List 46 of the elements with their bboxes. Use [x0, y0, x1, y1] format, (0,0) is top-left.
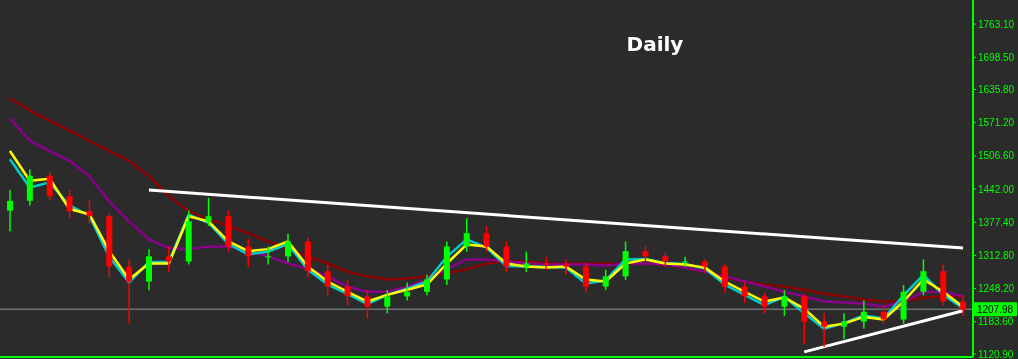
candlestick	[503, 240, 510, 273]
candlestick	[364, 289, 371, 320]
candlestick	[761, 292, 768, 315]
candlestick	[324, 263, 331, 297]
y-tick-label: 1763.10	[978, 18, 1015, 30]
candlestick	[7, 189, 13, 232]
candlestick	[126, 258, 133, 325]
candlestick	[960, 294, 967, 317]
candlestick	[344, 279, 351, 307]
candlestick	[483, 225, 490, 253]
candlestick	[165, 245, 172, 273]
y-tick-label: 1506.60	[978, 150, 1015, 162]
candlestick	[920, 258, 927, 297]
y-tick-label: 1312.80	[978, 249, 1015, 261]
candlestick	[721, 263, 728, 294]
candlestick	[424, 274, 430, 297]
candlestick	[265, 245, 272, 266]
candlestick	[205, 197, 212, 227]
text: Daily	[625, 32, 685, 56]
y-tick-label: 1698.50	[978, 51, 1015, 63]
candlestick	[860, 299, 867, 330]
y-tick-label: 1442.00	[978, 183, 1015, 195]
candlestick	[841, 312, 847, 340]
candlestick	[46, 171, 53, 202]
candlestick	[602, 268, 609, 291]
candlestick	[66, 189, 73, 220]
y-tick-label: 1120.90	[978, 348, 1014, 359]
ref-line-label: 1207.98	[976, 304, 1014, 316]
candlestick	[384, 289, 391, 315]
y-tick-label: 1377.40	[978, 216, 1015, 228]
candlestick	[463, 217, 470, 253]
candlestick	[245, 238, 252, 268]
candlestick	[582, 262, 589, 294]
candlestick	[563, 258, 569, 276]
candlestick	[682, 256, 689, 268]
candlestick	[543, 256, 550, 271]
candlestick	[741, 281, 748, 304]
candlestick	[86, 199, 93, 225]
candlestick	[523, 250, 530, 273]
y-tick-label: 1183.60	[978, 316, 1014, 328]
y-tick-label: 1248.20	[978, 283, 1015, 295]
candlestick	[285, 232, 291, 263]
candlestick	[821, 312, 828, 348]
y-tick-label: 1571.20	[978, 117, 1015, 129]
candlestick	[781, 289, 788, 317]
y-tick-label: 1635.80	[978, 84, 1015, 96]
